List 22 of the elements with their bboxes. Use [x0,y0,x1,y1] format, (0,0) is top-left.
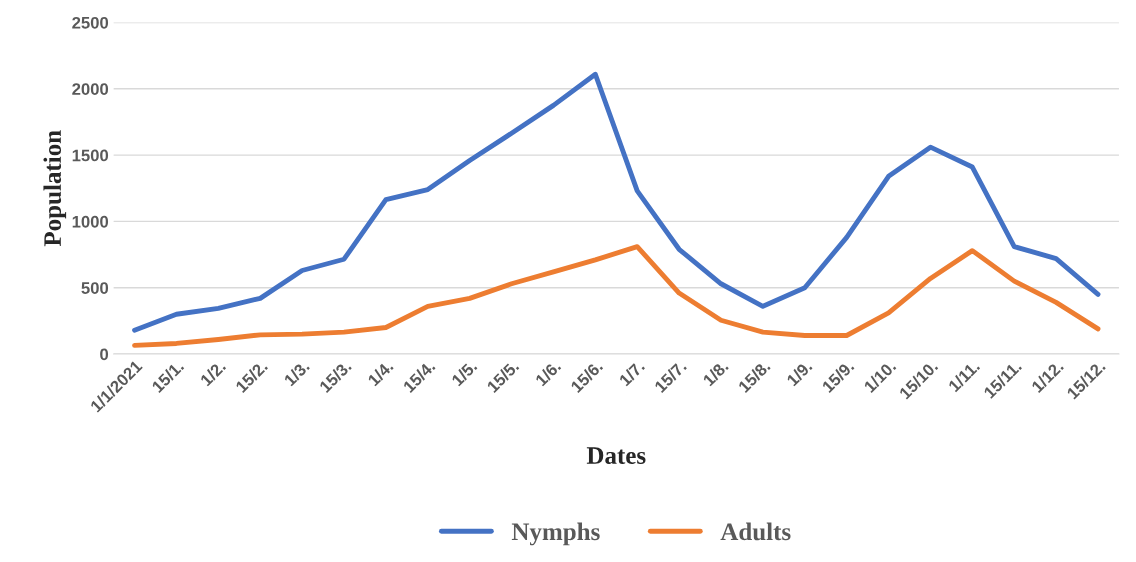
line-series [132,244,1101,348]
y-tick-label: 500 [81,282,109,294]
x-tick-label: 1/11. [947,359,981,393]
x-tick-label: 1/7. [618,359,646,387]
x-tick-label: 15/1. [150,359,185,394]
y-tick-label: 0 [100,348,109,361]
y-tick-label: 2000 [72,83,109,95]
legend-label: Adults [720,522,791,541]
y-axis-title: Population [43,130,67,247]
x-tick-label: 1/5. [450,359,478,387]
x-tick-label: 1/8. [702,359,729,387]
x-axis-title: Dates [586,447,646,464]
x-tick-label: 1/6. [534,359,562,387]
y-tick-label: 1500 [72,149,109,162]
legend-label: Nymphs [511,522,600,546]
y-tick-label: 1000 [72,215,109,228]
x-tick-label: 1/4. [366,359,394,387]
y-tick-label: 2500 [72,16,109,29]
x-tick-label: 1/3. [283,359,311,387]
line-series [132,71,1101,333]
x-tick-label: 1/9. [785,359,813,387]
x-tick-label: 1/2. [199,359,227,387]
